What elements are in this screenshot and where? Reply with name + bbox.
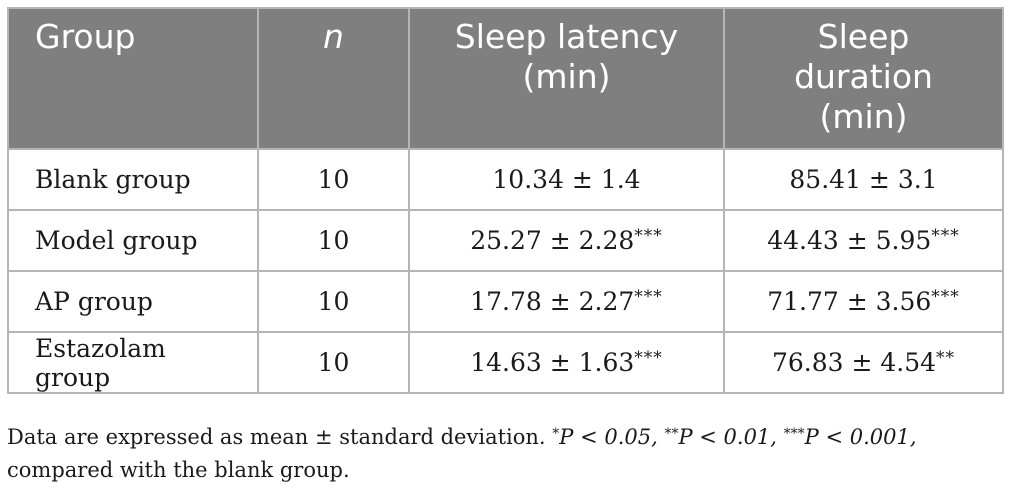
cell-latency: 10.34 ± 1.4 xyxy=(408,148,725,211)
header-group: Group xyxy=(7,7,259,150)
cell-duration: 44.43 ± 5.95*** xyxy=(723,209,1004,272)
table-body: Blank group 10 10.34 ± 1.4 85.41 ± 3.1 M… xyxy=(7,148,1004,394)
footnote-star-1: * xyxy=(552,426,560,442)
header-duration-line3: (min) xyxy=(819,97,908,136)
footnote-p1: P < 0.05, xyxy=(559,425,665,449)
latency-significance: *** xyxy=(634,287,663,307)
cell-duration: 71.77 ± 3.56*** xyxy=(723,270,1004,333)
latency-value: 10.34 ± 1.4 xyxy=(492,165,641,194)
latency-significance: *** xyxy=(634,226,663,246)
results-table-container: Group n Sleep latency (min) Sleep durati… xyxy=(7,7,1004,394)
table-row: Model group 10 25.27 ± 2.28*** 44.43 ± 5… xyxy=(7,209,1004,272)
duration-significance: ** xyxy=(936,348,956,368)
cell-latency: 14.63 ± 1.63*** xyxy=(408,331,725,394)
duration-value: 71.77 ± 3.56 xyxy=(767,287,932,316)
header-latency-line2: (min) xyxy=(522,57,611,96)
latency-value: 25.27 ± 2.28 xyxy=(470,226,635,255)
cell-n: 10 xyxy=(257,270,410,333)
duration-significance: *** xyxy=(931,287,960,307)
cell-group: Estazolam group xyxy=(7,331,259,394)
cell-group: Model group xyxy=(7,209,259,272)
footnote-p2: P < 0.01, xyxy=(678,425,784,449)
cell-duration: 76.83 ± 4.54** xyxy=(723,331,1004,394)
cell-group: AP group xyxy=(7,270,259,333)
header-duration-line1: Sleep xyxy=(817,17,910,56)
latency-significance: *** xyxy=(634,348,663,368)
latency-value: 17.78 ± 2.27 xyxy=(470,287,635,316)
footnote-star-2: ** xyxy=(664,426,679,442)
table-header: Group n Sleep latency (min) Sleep durati… xyxy=(7,7,1004,150)
footnote-p3: P < 0.001, xyxy=(804,425,917,449)
footnote-intro: Data are expressed as mean ± standard de… xyxy=(7,425,553,449)
header-n: n xyxy=(257,7,410,150)
cell-n: 10 xyxy=(257,331,410,394)
header-duration-line2: duration xyxy=(794,57,933,96)
duration-significance: *** xyxy=(931,226,960,246)
footnote-star-3: *** xyxy=(783,426,805,442)
sleep-results-table: Group n Sleep latency (min) Sleep durati… xyxy=(7,7,1004,394)
duration-value: 76.83 ± 4.54 xyxy=(771,348,937,377)
duration-value: 85.41 ± 3.1 xyxy=(789,165,938,194)
cell-group: Blank group xyxy=(7,148,259,211)
cell-n: 10 xyxy=(257,148,410,211)
header-sleep-duration: Sleep duration (min) xyxy=(723,7,1004,150)
duration-value: 44.43 ± 5.95 xyxy=(767,226,932,255)
table-row: AP group 10 17.78 ± 2.27*** 71.77 ± 3.56… xyxy=(7,270,1004,333)
header-row: Group n Sleep latency (min) Sleep durati… xyxy=(7,7,1004,150)
header-sleep-latency: Sleep latency (min) xyxy=(408,7,725,150)
table-row: Blank group 10 10.34 ± 1.4 85.41 ± 3.1 xyxy=(7,148,1004,211)
cell-duration: 85.41 ± 3.1 xyxy=(723,148,1004,211)
cell-n: 10 xyxy=(257,209,410,272)
table-footnote: Data are expressed as mean ± standard de… xyxy=(7,418,1002,487)
cell-latency: 25.27 ± 2.28*** xyxy=(408,209,725,272)
table-row: Estazolam group 10 14.63 ± 1.63*** 76.83… xyxy=(7,331,1004,394)
footnote-line2: compared with the blank group. xyxy=(7,458,350,482)
cell-latency: 17.78 ± 2.27*** xyxy=(408,270,725,333)
latency-value: 14.63 ± 1.63 xyxy=(470,348,635,377)
header-latency-line1: Sleep latency xyxy=(454,17,679,56)
